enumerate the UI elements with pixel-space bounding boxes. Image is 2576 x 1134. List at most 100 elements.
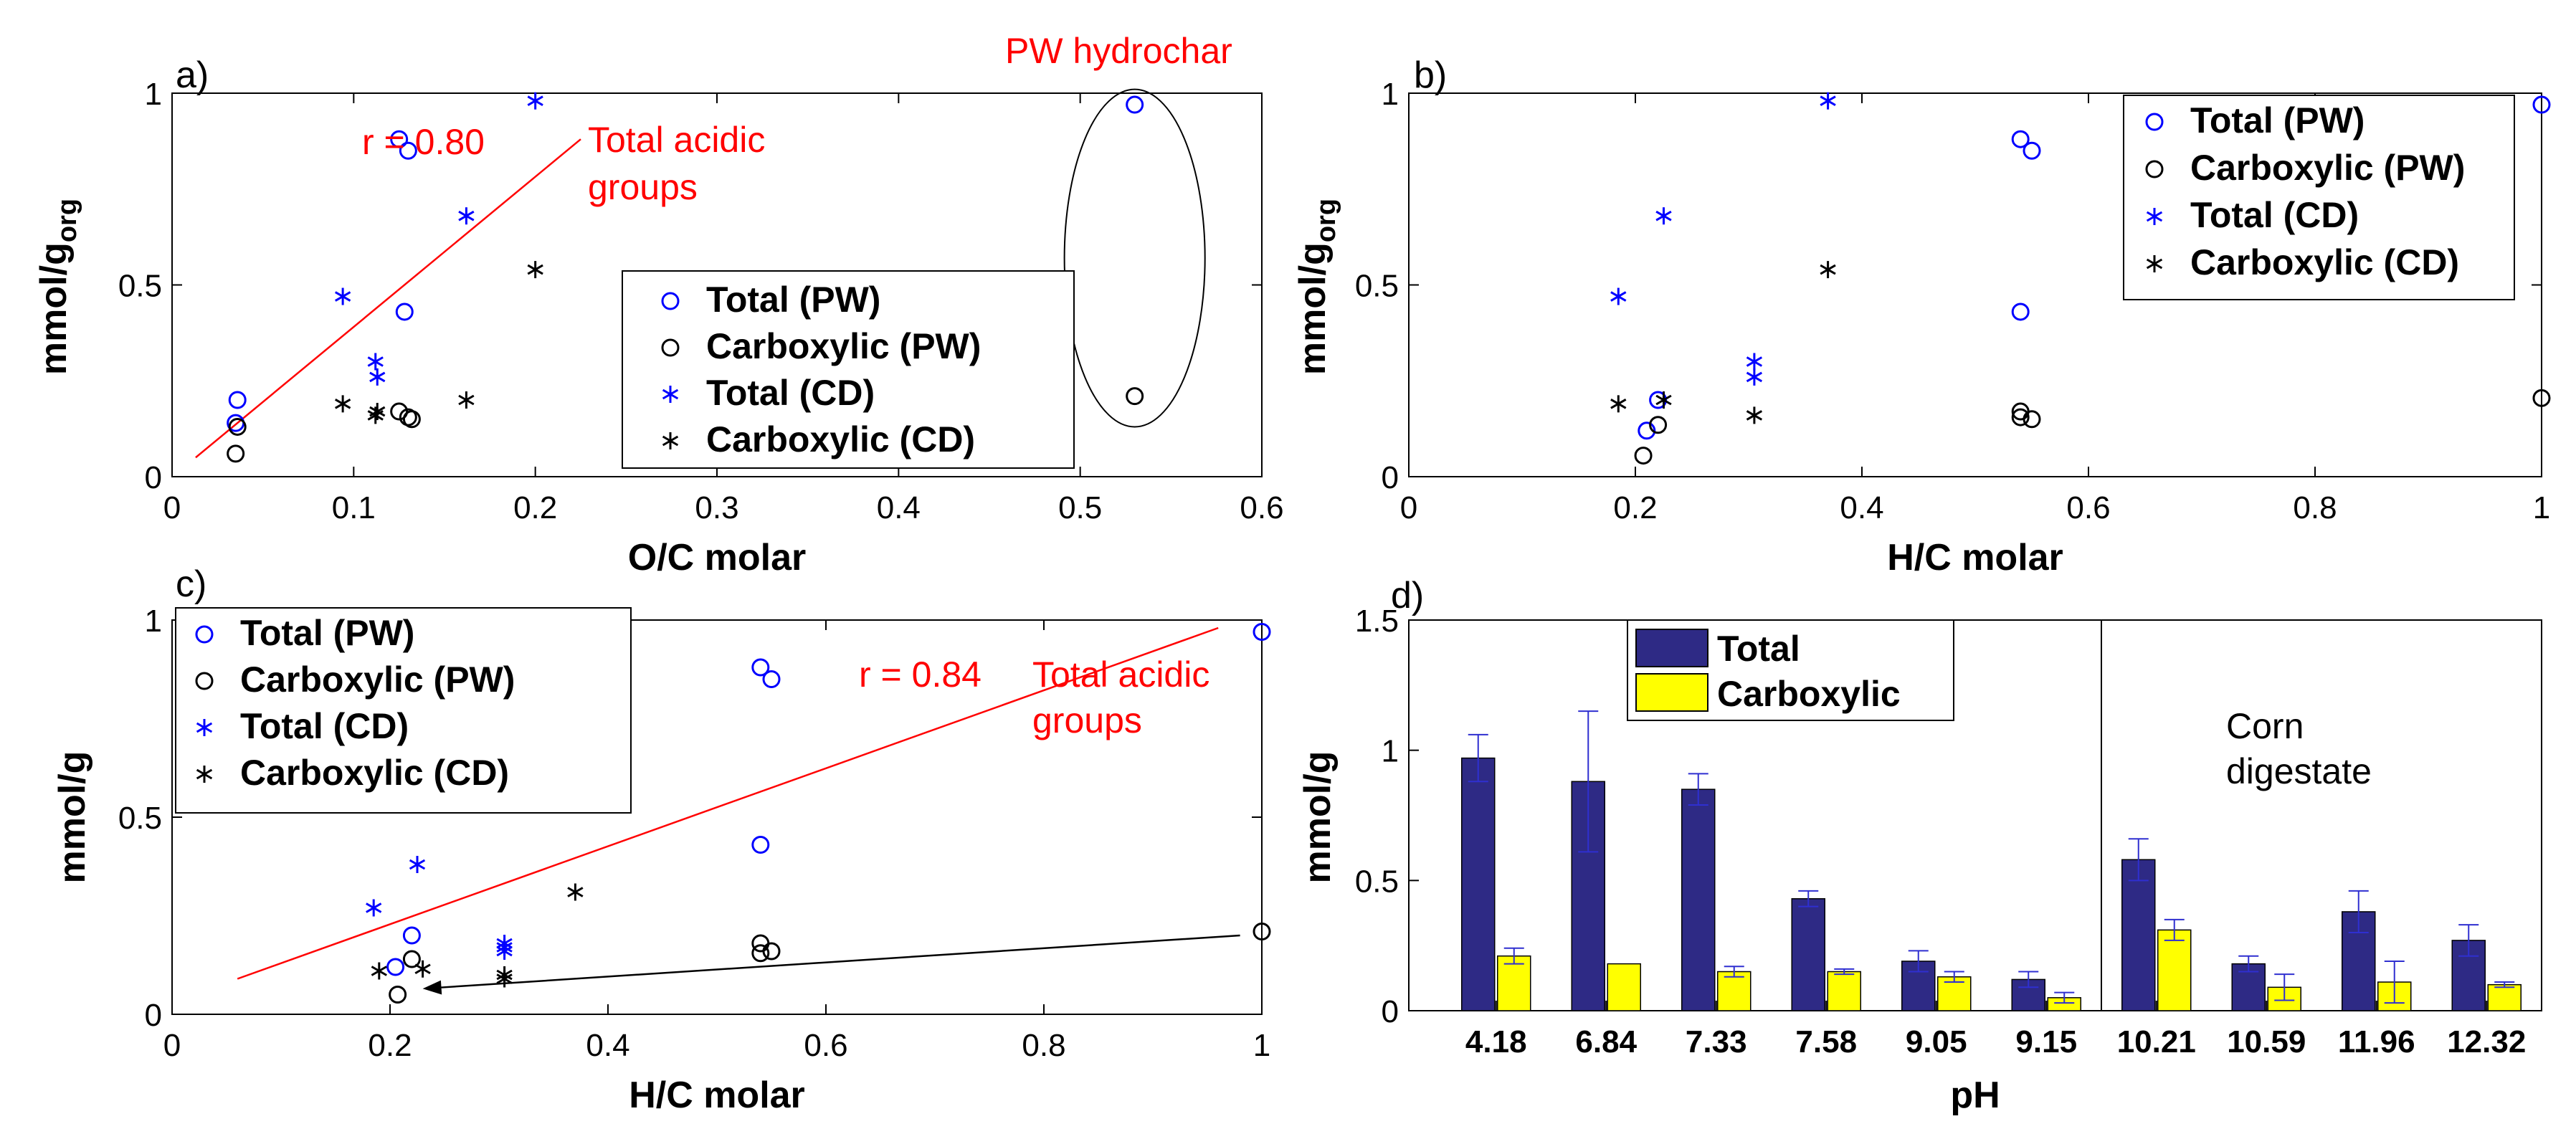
panel-c-fit-line [237,626,1219,980]
panel-a-legend-marker-carboxylic-pw [661,338,680,357]
panel-a-point-carboxylic-cd-stroke [527,264,543,275]
panel-d-legend-label-total: Total [1717,629,1800,669]
panel-a: 0 0.1 0.2 0.3 0.4 0.5 0.6 00.51 a) O/C molar m… [33,31,1284,578]
panel-a-legend-marker-carboxylic-cd-stroke [662,435,679,447]
panel-a-point-carboxylic-pw [1126,387,1144,406]
panel-c-point-total-cd [409,856,426,873]
panel-d-x-tick-label: 12.32 [2447,1024,2526,1059]
panel-b: 0 0.2 0.4 0.6 0.8 1 00.51 b) H/C molar mmol/g… [1292,54,2551,578]
panel-a-x-tick-label: 0.2 [513,490,557,525]
panel-d-bar-carboxylic [1717,971,1752,1011]
panel-d-errorbar-carboxylic [1834,968,1855,976]
panel-c-x-tick-label: 1 [1253,1028,1270,1063]
panel-c-trend-arrowhead [422,980,442,995]
panel-c-group-label-line1: Total acidic [1032,654,1209,695]
panel-d-errorbar-carboxylic [1503,947,1524,965]
panel-c-point-total-cd [366,899,382,917]
panel-b-point-total-pw [1638,421,1656,440]
panel-c-point-total-cd-stroke [496,945,513,957]
panel-a-legend-marker-total-cd-stroke [662,389,679,400]
panel-d-errorbar-carboxylic [2164,918,2185,941]
panel-b-point-total-cd-stroke [1655,210,1672,221]
panel-d-x-tick-label: 7.33 [1686,1024,1747,1059]
panel-a-label: a) [176,54,209,96]
panel-b-x-tick-label: 1 [2533,490,2550,525]
panel-d-bar-carboxylic [1607,963,1641,1011]
panel-c-legend-label-carboxylic-pw: Carboxylic (PW) [240,659,515,700]
panel-a-x-tick-label: 0.5 [1058,490,1102,525]
panel-c-x-tick-label: 0.4 [586,1028,629,1063]
panel-a-point-carboxylic-cd [458,391,475,409]
panel-b-point-total-cd [1820,92,1836,110]
panel-d-bar-carboxylic [1497,955,1531,1011]
panel-b-label: b) [1414,54,1447,96]
panel-c-point-carboxylic-pw [762,942,781,961]
panel-a-hydrochar-label: PW hydrochar [1005,31,1232,71]
panel-b-point-carboxylic-pw [2023,410,2041,429]
panel-a-point-total-cd [367,353,384,371]
panel-c-legend-marker-carboxylic-cd [196,766,213,783]
panel-a-point-carboxylic-cd-stroke [369,406,386,417]
panel-d-errorbar-total [1688,773,1708,806]
panel-b-point-carboxylic-pw [1634,447,1653,465]
panel-b-y-axis-label-subscript: org [1311,199,1341,242]
panel-d-errorbar-total [1578,710,1599,853]
panel-b-legend-label-carboxylic-cd: Carboxylic (CD) [2190,242,2459,282]
panel-a-x-axis-label: O/C molar [628,537,807,578]
panel-c-legend-label-carboxylic-cd: Carboxylic (CD) [240,753,509,793]
panel-a-y-axis-label-subscript: org [52,199,82,242]
panel-d-errorbar-total [2348,890,2369,933]
panel-a-point-total-pw [399,141,417,160]
panel-b-legend-marker-carboxylic-pw [2145,160,2164,178]
panel-a-y-tick-label: 0.5 [118,269,162,304]
panel-c-point-total-pw [751,836,770,854]
panel-c-legend-marker-carboxylic-cd-stroke [196,768,213,780]
panel-d-errorbar-total [2018,971,2039,988]
panel-c-point-total-pw [386,958,405,976]
panel-a-y-axis-label: mmol/gorg [33,199,82,375]
panel-a-y-tick-label: 0 [145,460,162,495]
panel-a-point-total-cd [458,207,475,225]
panel-b-point-total-cd [1610,287,1627,305]
panel-b-legend-marker-total-pw [2145,113,2164,131]
panel-a-legend-box [622,270,1075,469]
panel-d-x-ticks: 4.18 6.84 7.33 7.58 9.05 9.15 10.21 10.59 11.96 1… [1465,1001,2526,1059]
panel-c-label: c) [176,563,206,605]
panel-a-y-tick-label: 1 [145,77,162,112]
panel-d-errorbar-total [2238,955,2259,973]
panel-a-point-carboxylic-pw [227,444,245,463]
panel-d: 0 0.5 1 1.5 4.18 6.84 7.33 7.58 9.05 9.15 10.21 10… [1297,575,2542,1116]
panel-c-group-label-line2: groups [1032,700,1142,740]
panel-d-errorbar-carboxylic [1944,971,1964,983]
panel-c-point-carboxylic-cd [371,962,387,980]
panel-a-point-total-pw [395,302,414,321]
panel-a-point-total-cd-stroke [334,291,351,302]
panel-c-point-total-cd [496,943,513,960]
panel-b-legend-label-carboxylic-pw: Carboxylic (PW) [2190,148,2465,188]
panel-d-errorbar-carboxylic [2494,981,2515,988]
panel-a-legend-marker-total-cd [662,386,679,403]
panel-b-y-ticks: 00.51 [1355,77,2542,495]
panel-d-x-tick-label: 11.96 [2338,1024,2415,1059]
panel-c-point-carboxylic-cd-stroke [371,966,387,976]
panel-a-x-ticks: 0 0.1 0.2 0.3 0.4 0.5 0.6 [163,93,1284,525]
panel-c-legend-label-total-cd: Total (CD) [240,706,409,746]
panel-b-point-carboxylic-cd [1655,391,1672,409]
panel-b-legend-marker-total-cd-stroke [2146,211,2163,222]
panel-d-errorbar-carboxylic [2384,960,2405,1004]
panel-c-y-ticks: 00.51 [118,604,1262,1033]
panel-a-point-total-cd-stroke [369,371,386,383]
panel-b-x-axis-label: H/C molar [1887,537,2063,578]
panel-b-legend-marker-total-cd [2146,208,2163,225]
panel-a-point-total-pw [1126,95,1144,114]
panel-a-group-label-line1: Total acidic [588,120,765,160]
panel-a-point-total-cd [527,92,543,110]
panel-b-points [1610,92,2551,465]
panel-a-x-tick-label: 0.6 [1240,490,1283,525]
panel-b-x-tick-label: 0.2 [1613,490,1657,525]
panel-c-point-total-pw [762,670,781,688]
panel-d-errorbar-total [2128,838,2149,882]
panel-c-x-tick-label: 0 [163,1028,181,1063]
panel-d-corn-digestate-box [2101,619,2542,1011]
panel-d-bar-total [1681,788,1716,1011]
